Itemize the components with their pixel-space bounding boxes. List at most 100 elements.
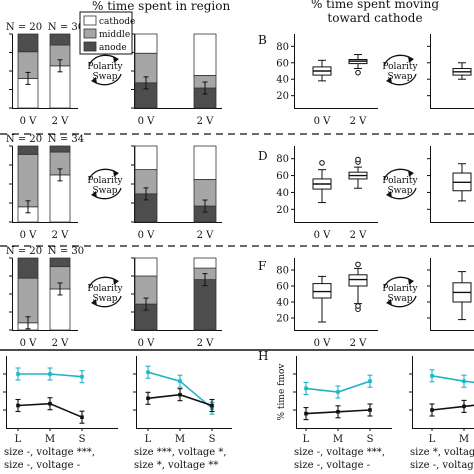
x-tick-label: 2 V	[52, 338, 70, 349]
y-tick-label: 80	[276, 42, 289, 53]
stats-line: size -, voltage *	[410, 460, 474, 471]
outlier-point	[355, 156, 361, 163]
x-tick-label: M	[333, 434, 343, 445]
panel-row1-bar2: 0 V 2 V	[131, 33, 222, 127]
data-point	[16, 372, 20, 376]
x-tick-label: M	[45, 434, 55, 445]
panel-letters: B D F H	[258, 33, 268, 363]
x-tick-label: S	[209, 434, 216, 445]
legend-label-middle: middle	[99, 30, 130, 40]
n-label: N = 30	[48, 22, 84, 33]
y-tick-label: 60	[276, 171, 289, 182]
n-label: N = 34	[48, 134, 84, 145]
x-tick-label: 0 V	[314, 338, 332, 349]
panel-row2-bar2: 0 V 2 V	[131, 145, 222, 241]
data-point	[304, 411, 308, 416]
legend-swatch-middle	[83, 28, 97, 39]
bar-cathode	[49, 174, 71, 223]
x-tick-label: L	[429, 434, 436, 445]
panel-row3-box2	[427, 258, 474, 331]
bar-anode	[193, 279, 217, 331]
panel-row3-bar1: 0 V N = 20 2 V N = 30	[6, 246, 84, 349]
y-tick-label: 60	[276, 282, 289, 293]
data-point	[48, 401, 52, 406]
panel-row1-bar1: 0 V N = 20 2 V N = 30	[6, 22, 84, 127]
swap-label-line1: Polarity	[382, 284, 418, 294]
data-point	[304, 386, 308, 391]
legend-swatch-anode	[83, 41, 97, 52]
data-point	[178, 379, 182, 383]
panel-letter-D: D	[258, 149, 268, 163]
data-point	[430, 374, 434, 378]
bar-cathode	[193, 145, 217, 180]
swap-label-line1: Polarity	[87, 176, 123, 186]
data-point	[146, 370, 150, 374]
y-tick-label: 80	[276, 154, 289, 165]
bar-cathode	[134, 257, 158, 277]
y-tick-label: 40	[276, 75, 289, 86]
right-header-title-line2: toward cathode	[327, 11, 422, 25]
bar-anode	[49, 33, 71, 46]
arrowhead	[91, 299, 97, 306]
arrowhead	[91, 191, 97, 198]
bar-cathode	[193, 257, 217, 269]
data-point	[462, 404, 466, 409]
data-point	[178, 392, 182, 397]
bar-anode	[17, 33, 39, 53]
panel-row2-bar1: 0 V N = 20 2 V N = 34	[6, 134, 84, 241]
panel-row2-box2	[427, 146, 474, 223]
arrowhead	[91, 77, 97, 84]
swap-label-line2: Swap	[388, 294, 413, 304]
arrowhead	[408, 170, 414, 177]
outlier-point	[355, 303, 361, 309]
bar-anode	[49, 257, 71, 268]
x-tick-label: M	[175, 434, 185, 445]
panel-letter-H: H	[258, 349, 268, 363]
y-tick-label: 20	[276, 314, 289, 325]
bar-anode	[17, 145, 39, 155]
x-tick-label: 0 V	[20, 116, 38, 127]
y-tick-label: 60	[276, 58, 289, 69]
swap-label-line2: Swap	[93, 72, 118, 82]
data-point	[462, 379, 466, 383]
arrowhead	[386, 299, 392, 306]
bar-anode	[49, 145, 71, 153]
panel-row2-box1: 20 40 60 80 0 V 2 V	[276, 146, 378, 241]
x-tick-label: L	[145, 434, 152, 445]
swap-label-line2: Swap	[93, 294, 118, 304]
bar-anode	[17, 257, 39, 279]
x-tick-label: 0 V	[20, 230, 38, 241]
x-tick-label: 2 V	[197, 116, 215, 127]
arrowhead	[386, 77, 392, 84]
data-point	[146, 396, 150, 401]
data-point	[430, 408, 434, 412]
stats-line: size -, voltage -	[294, 460, 370, 471]
y-tick-label: 20	[276, 205, 289, 216]
outlier-point	[355, 69, 361, 76]
x-tick-label: 0 V	[314, 230, 332, 241]
n-label: N = 30	[48, 246, 84, 257]
legend: cathode middle anode	[79, 11, 135, 55]
stats-line: size -, voltage ***,	[294, 447, 385, 458]
data-point	[336, 390, 340, 394]
swap-label-line2: Swap	[93, 186, 118, 196]
x-tick-label: 2 V	[350, 116, 368, 127]
data-point	[210, 403, 214, 408]
outlier-point	[355, 261, 361, 268]
y-tick-label: 80	[276, 266, 289, 277]
swap-label-line1: Polarity	[382, 62, 418, 72]
data-point	[48, 372, 52, 376]
arrowhead	[113, 56, 119, 63]
n-label: N = 20	[6, 134, 42, 145]
y-axis-label: % time fmov	[277, 363, 287, 421]
arrowhead	[113, 170, 119, 177]
y-tick-label: 20	[276, 91, 289, 102]
box	[348, 274, 368, 287]
panel-letter-B: B	[258, 33, 267, 47]
